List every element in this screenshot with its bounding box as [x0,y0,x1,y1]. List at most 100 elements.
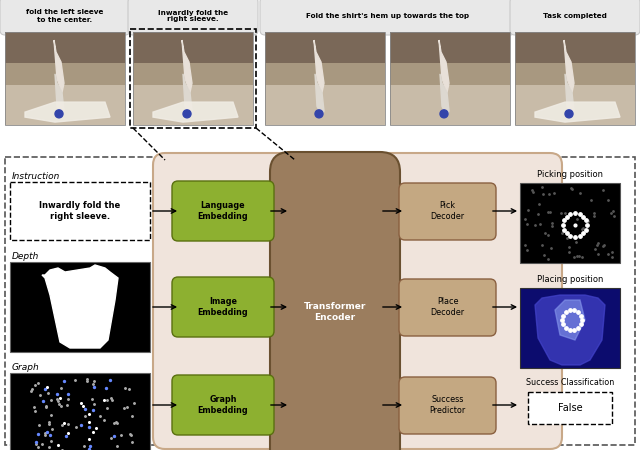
Point [545,245,556,252]
Point [561,230,572,237]
Bar [515,32,635,125]
Point [126,432,136,439]
Point [70,377,81,384]
Point [29,407,40,414]
Point [575,233,585,240]
Point [558,312,568,319]
Bar [5,32,125,125]
Point [84,443,95,450]
Point [99,417,109,424]
Point [52,395,62,402]
Point [29,381,40,388]
Point [527,189,538,196]
Bar [130,29,256,128]
Point [58,448,68,450]
Bar [390,32,510,125]
Point [82,378,92,385]
Point [537,241,547,248]
Bar [5,32,125,64]
Point [44,419,54,426]
Point [41,404,51,411]
Point [88,429,99,436]
Point [106,394,116,401]
Point [102,404,112,411]
Text: Language
Embedding: Language Embedding [198,201,248,220]
Point [566,185,577,192]
Point [607,253,617,261]
Point [564,249,574,256]
Polygon shape [25,102,110,122]
Text: Depth: Depth [12,252,40,261]
Bar [5,83,125,125]
Point [42,428,52,435]
Point [127,439,137,446]
Point [569,253,579,260]
Point [71,423,81,430]
Point [84,436,95,443]
FancyBboxPatch shape [270,152,400,450]
Point [37,440,47,447]
Point [545,208,555,216]
Point [31,438,42,446]
FancyBboxPatch shape [399,377,496,434]
Point [63,430,73,437]
Text: Graph: Graph [12,363,40,372]
Polygon shape [42,265,118,348]
Point [101,396,111,403]
Bar [133,83,253,125]
Point [520,242,531,249]
Point [582,221,592,229]
Point [522,246,532,253]
Point [112,419,122,426]
Point [533,211,543,218]
Point [47,425,58,432]
Point [77,402,88,410]
Point [575,210,585,217]
Text: Inwardly fold the
right sleeve.: Inwardly fold the right sleeve. [40,201,120,220]
Point [88,406,98,413]
Point [598,243,609,250]
Point [537,183,547,190]
Point [573,324,583,331]
Point [599,241,609,248]
Point [91,425,101,432]
Bar [133,32,253,125]
Bar [520,183,620,263]
Bar [265,32,385,64]
Point [592,242,602,249]
Point [589,212,600,220]
Point [569,326,579,333]
Point [35,391,45,398]
Point [111,418,121,426]
Point [559,226,569,233]
Text: Success Classification: Success Classification [526,378,614,387]
Bar [528,392,612,424]
Point [549,190,559,197]
Point [80,413,90,420]
Polygon shape [439,40,449,92]
Point [95,413,105,420]
Point [579,213,589,220]
Bar [515,63,635,85]
Point [556,209,566,216]
Point [42,383,52,391]
Point [569,306,579,314]
Point [561,324,571,331]
Point [45,431,55,438]
Point [603,197,613,204]
Point [53,397,63,404]
Text: fold the left sleeve
to the center.: fold the left sleeve to the center. [26,9,104,22]
Point [561,213,572,220]
Point [125,431,135,438]
FancyBboxPatch shape [172,277,274,337]
Text: Picking position: Picking position [537,170,603,179]
Point [89,377,99,384]
Point [40,432,50,439]
Bar [5,32,125,125]
Point [119,405,129,412]
Point [543,231,553,239]
Point [522,207,532,214]
Point [33,443,43,450]
Point [99,396,109,403]
Polygon shape [535,102,620,122]
